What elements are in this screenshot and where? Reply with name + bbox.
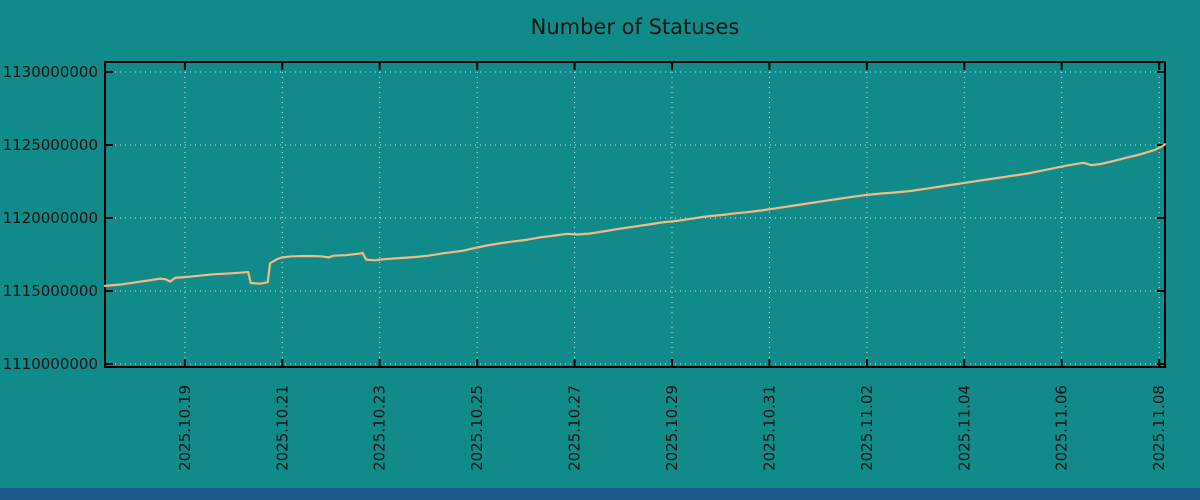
y-axis-label: 1130000000 bbox=[3, 63, 98, 81]
x-axis-label: 2025.11.06 bbox=[1053, 385, 1071, 471]
x-axis-label: 2025.10.23 bbox=[371, 385, 389, 471]
x-axis-label: 2025.10.31 bbox=[760, 385, 778, 471]
y-axis-label: 1125000000 bbox=[3, 136, 98, 154]
y-axis-label: 1115000000 bbox=[3, 282, 98, 300]
x-axis-label: 2025.11.08 bbox=[1150, 385, 1168, 471]
x-axis-label: 2025.11.02 bbox=[858, 385, 876, 471]
chart-title: Number of Statuses bbox=[530, 15, 740, 39]
y-axis-label: 1120000000 bbox=[3, 209, 98, 227]
plot-border bbox=[104, 61, 1166, 368]
data-line-statuses bbox=[103, 143, 1167, 287]
y-axis-label: 1110000000 bbox=[3, 355, 98, 373]
x-axis-label: 2025.10.29 bbox=[663, 385, 681, 471]
x-axis-label: 2025.10.25 bbox=[468, 385, 486, 471]
x-axis-label: 2025.10.19 bbox=[176, 385, 194, 471]
x-axis-label: 2025.10.27 bbox=[566, 385, 584, 471]
footer-bar bbox=[0, 488, 1200, 500]
x-axis-label: 2025.10.21 bbox=[273, 385, 291, 471]
x-axis-label: 2025.11.04 bbox=[955, 385, 973, 471]
